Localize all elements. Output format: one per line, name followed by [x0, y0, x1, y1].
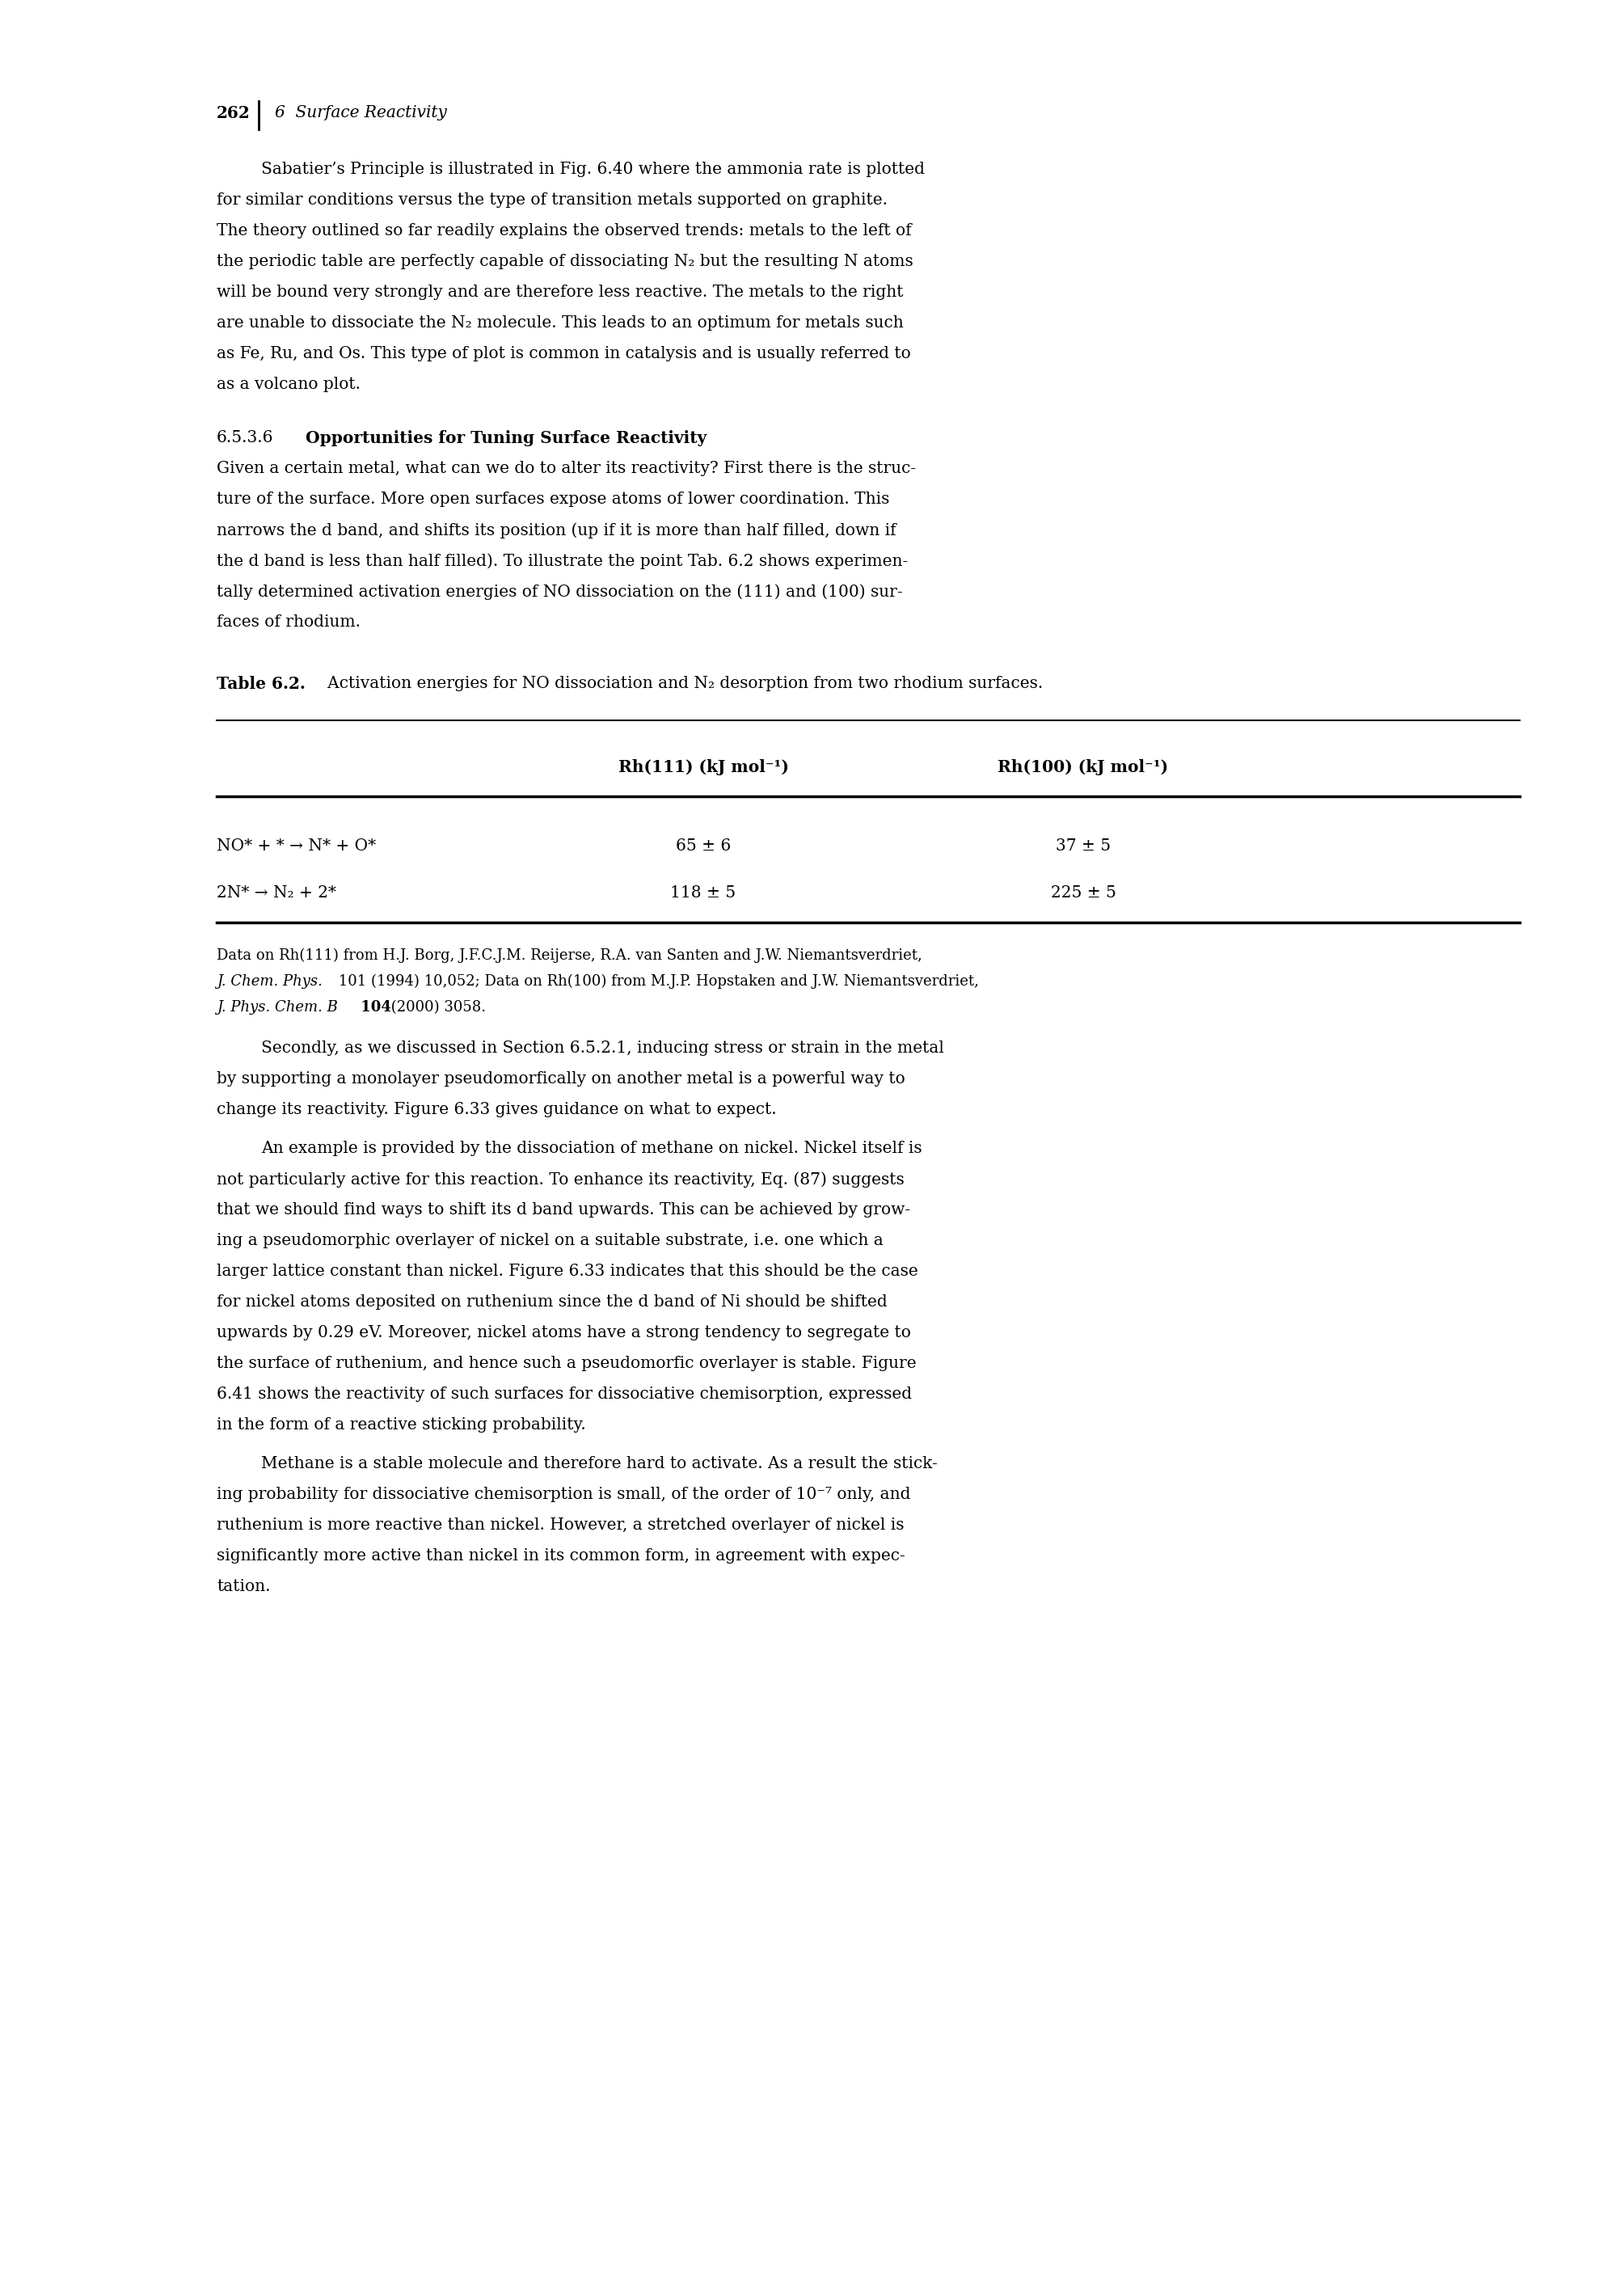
Text: as Fe, Ru, and Os. This type of plot is common in catalysis and is usually refer: as Fe, Ru, and Os. This type of plot is …	[216, 346, 911, 362]
Text: Table 6.2.: Table 6.2.	[216, 676, 305, 692]
Text: that we should find ways to shift its d band upwards. This can be achieved by gr: that we should find ways to shift its d …	[216, 1203, 911, 1217]
Text: Activation energies for NO dissociation and N₂ desorption from two rhodium surfa: Activation energies for NO dissociation …	[312, 676, 1043, 692]
Text: narrows the d band, and shifts its position (up if it is more than half filled, : narrows the d band, and shifts its posit…	[216, 523, 896, 539]
Text: Rh(100) (kJ mol⁻¹): Rh(100) (kJ mol⁻¹)	[997, 759, 1169, 775]
Text: ruthenium is more reactive than nickel. However, a stretched overlayer of nickel: ruthenium is more reactive than nickel. …	[216, 1517, 905, 1533]
Text: ing a pseudomorphic overlayer of nickel on a suitable substrate, i.e. one which : ing a pseudomorphic overlayer of nickel …	[216, 1233, 883, 1249]
Text: Sabatier’s Principle is illustrated in Fig. 6.40 where the ammonia rate is plott: Sabatier’s Principle is illustrated in F…	[261, 163, 924, 176]
Text: J. Phys. Chem. B: J. Phys. Chem. B	[216, 999, 338, 1015]
Text: by supporting a monolayer pseudomorfically on another metal is a powerful way to: by supporting a monolayer pseudomorfical…	[216, 1070, 905, 1086]
Text: 65 ± 6: 65 ± 6	[676, 839, 731, 853]
Text: ture of the surface. More open surfaces expose atoms of lower coordination. This: ture of the surface. More open surfaces …	[216, 490, 890, 507]
Text: faces of rhodium.: faces of rhodium.	[216, 614, 361, 630]
Text: not particularly active for this reaction. To enhance its reactivity, Eq. (87) s: not particularly active for this reactio…	[216, 1171, 905, 1187]
Text: 6  Surface Reactivity: 6 Surface Reactivity	[274, 105, 447, 121]
Text: Methane is a stable molecule and therefore hard to activate. As a result the sti: Methane is a stable molecule and therefo…	[261, 1455, 937, 1471]
Text: 101 (1994) 10,052; Data on Rh(100) from M.J.P. Hopstaken and J.W. Niemantsverdri: 101 (1994) 10,052; Data on Rh(100) from …	[335, 974, 979, 988]
Text: 6.41 shows the reactivity of such surfaces for dissociative chemisorption, expre: 6.41 shows the reactivity of such surfac…	[216, 1387, 913, 1403]
Text: Opportunities for Tuning Surface Reactivity: Opportunities for Tuning Surface Reactiv…	[305, 431, 706, 447]
Text: the periodic table are perfectly capable of dissociating N₂ but the resulting N : the periodic table are perfectly capable…	[216, 254, 913, 268]
Text: change its reactivity. Figure 6.33 gives guidance on what to expect.: change its reactivity. Figure 6.33 gives…	[216, 1102, 776, 1116]
Text: Rh(111) (kJ mol⁻¹): Rh(111) (kJ mol⁻¹)	[619, 759, 789, 775]
Text: The theory outlined so far readily explains the observed trends: metals to the l: The theory outlined so far readily expla…	[216, 222, 911, 238]
Text: will be bound very strongly and are therefore less reactive. The metals to the r: will be bound very strongly and are ther…	[216, 284, 903, 300]
Text: J. Chem. Phys.: J. Chem. Phys.	[216, 974, 323, 988]
Text: for similar conditions versus the type of transition metals supported on graphit: for similar conditions versus the type o…	[216, 193, 888, 209]
Text: larger lattice constant than nickel. Figure 6.33 indicates that this should be t: larger lattice constant than nickel. Fig…	[216, 1263, 918, 1279]
Text: the d band is less than half filled). To illustrate the point Tab. 6.2 shows exp: the d band is less than half filled). To…	[216, 552, 908, 568]
Text: An example is provided by the dissociation of methane on nickel. Nickel itself i: An example is provided by the dissociati…	[261, 1141, 922, 1155]
Text: tation.: tation.	[216, 1579, 271, 1595]
Text: 225 ± 5: 225 ± 5	[1051, 885, 1116, 901]
Text: tally determined activation energies of NO dissociation on the (111) and (100) s: tally determined activation energies of …	[216, 584, 903, 601]
Text: for nickel atoms deposited on ruthenium since the d band of Ni should be shifted: for nickel atoms deposited on ruthenium …	[216, 1295, 887, 1309]
Text: significantly more active than nickel in its common form, in agreement with expe: significantly more active than nickel in…	[216, 1547, 905, 1563]
Text: 2N* → N₂ + 2*: 2N* → N₂ + 2*	[216, 885, 336, 901]
Text: ing probability for dissociative chemisorption is small, of the order of 10⁻⁷ on: ing probability for dissociative chemiso…	[216, 1488, 911, 1501]
Text: (2000) 3058.: (2000) 3058.	[387, 999, 486, 1015]
Text: Secondly, as we discussed in Section 6.5.2.1, inducing stress or strain in the m: Secondly, as we discussed in Section 6.5…	[261, 1041, 944, 1057]
Text: 118 ± 5: 118 ± 5	[671, 885, 736, 901]
Text: in the form of a reactive sticking probability.: in the form of a reactive sticking proba…	[216, 1416, 586, 1432]
Text: 6.5.3.6: 6.5.3.6	[216, 431, 273, 445]
Text: are unable to dissociate the N₂ molecule. This leads to an optimum for metals su: are unable to dissociate the N₂ molecule…	[216, 316, 903, 330]
Text: 104: 104	[356, 999, 391, 1015]
Text: Given a certain metal, what can we do to alter its reactivity? First there is th: Given a certain metal, what can we do to…	[216, 461, 916, 477]
Text: as a volcano plot.: as a volcano plot.	[216, 376, 361, 392]
Text: Data on Rh(111) from H.J. Borg, J.F.C.J.M. Reijerse, R.A. van Santen and J.W. Ni: Data on Rh(111) from H.J. Borg, J.F.C.J.…	[216, 949, 922, 963]
Text: upwards by 0.29 eV. Moreover, nickel atoms have a strong tendency to segregate t: upwards by 0.29 eV. Moreover, nickel ato…	[216, 1325, 911, 1341]
Text: 37 ± 5: 37 ± 5	[1056, 839, 1111, 853]
Text: NO* + * → N* + O*: NO* + * → N* + O*	[216, 839, 377, 853]
Text: 262: 262	[216, 105, 250, 121]
Text: the surface of ruthenium, and hence such a pseudomorfic overlayer is stable. Fig: the surface of ruthenium, and hence such…	[216, 1357, 916, 1371]
